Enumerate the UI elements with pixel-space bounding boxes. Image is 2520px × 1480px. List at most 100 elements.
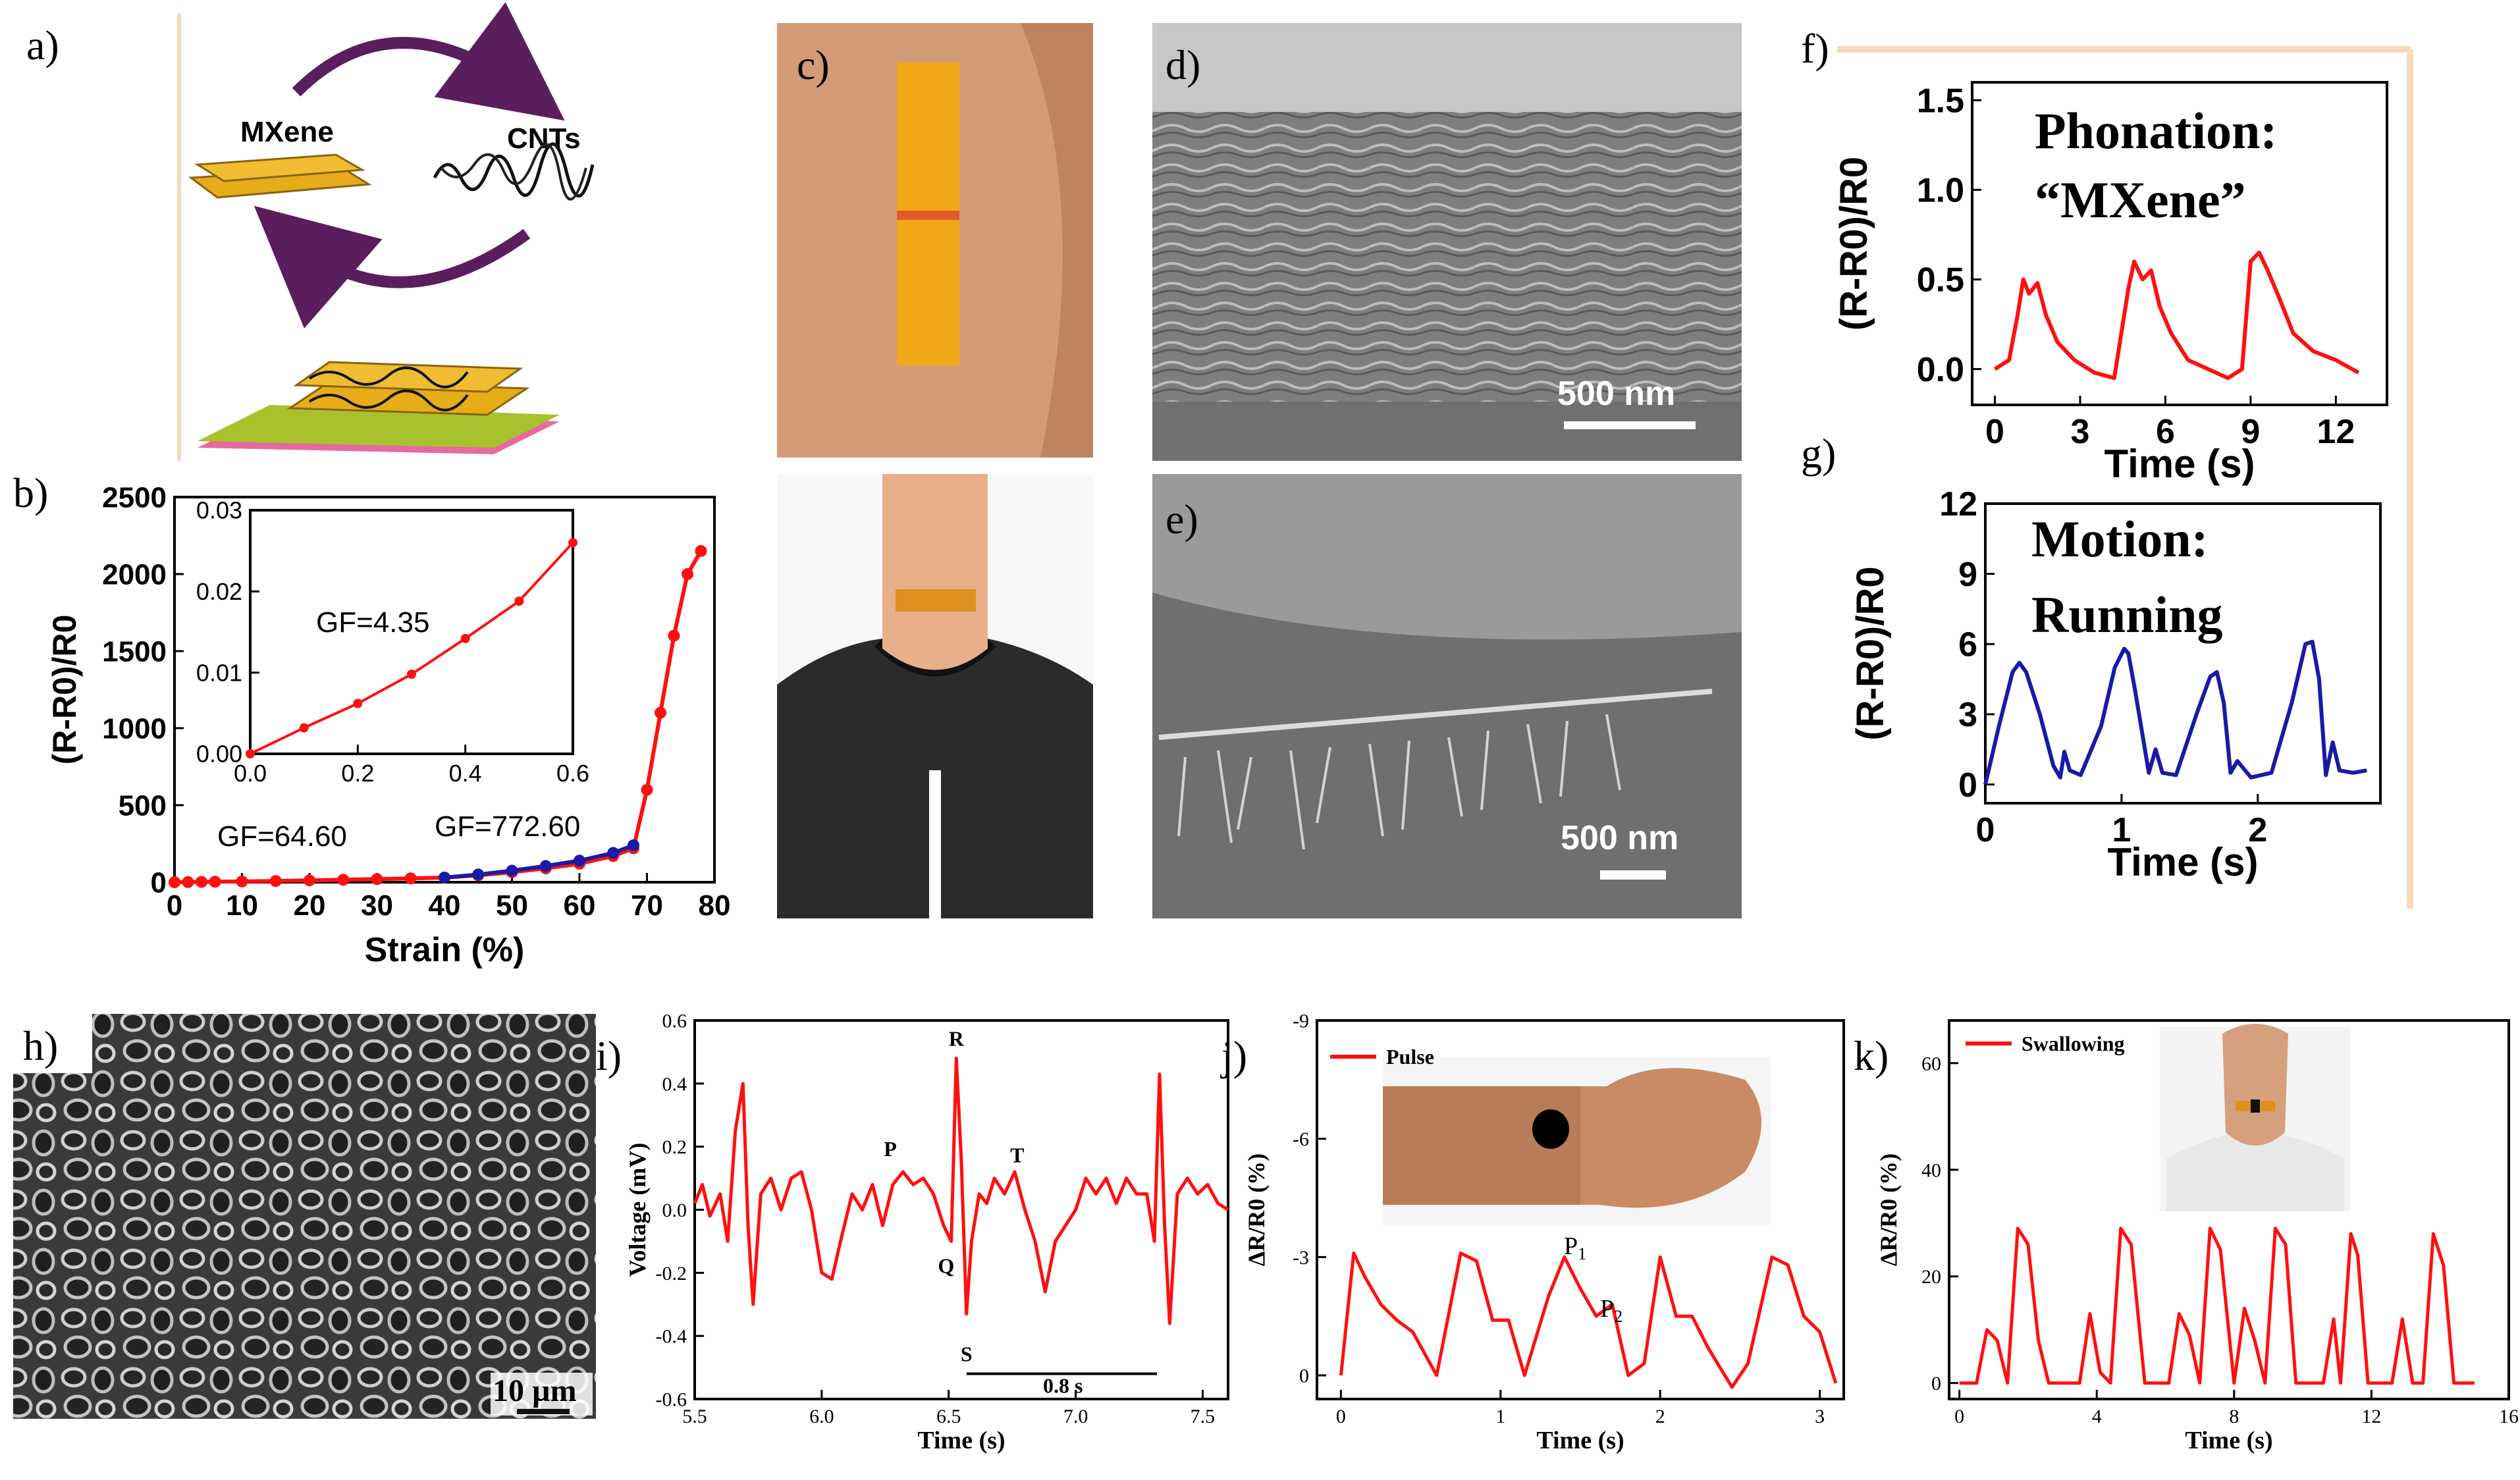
b-ytick-label: 0 (151, 866, 167, 899)
panel-c: c) (777, 23, 1093, 918)
b-xtick-label: 0 (167, 889, 182, 922)
b-xlabel: Strain (%) (365, 931, 525, 969)
i-ylabel: Voltage (mV) (624, 1143, 651, 1277)
panel-b-letter: b) (13, 469, 48, 516)
f-xtick-label: 9 (2241, 413, 2260, 451)
neck (882, 474, 988, 670)
ecg-label-P: P (884, 1137, 897, 1161)
f-series-0-line (1993, 250, 2360, 381)
mxene-flakes-illustration (188, 153, 372, 199)
b_inset-series-0-point (568, 538, 577, 548)
f-ytick-label: 0.0 (1917, 351, 1964, 389)
panel-e: e) 500 nm (1152, 474, 1742, 918)
f-axes-frame (1971, 81, 2388, 406)
g-ytick-label: 6 (1958, 625, 1977, 664)
b_inset-series-0-point (353, 699, 363, 708)
k-xtick-label: 0 (1954, 1406, 1964, 1427)
panel-b: b) 0 10 20 30 40 50 60 70 80 0 500 1000 1500 2000 2500… (13, 469, 730, 969)
peak-label-p2: P2 (1600, 1295, 1622, 1326)
mxene-label: MXene (240, 116, 334, 148)
b-xtick-label: 40 (429, 889, 461, 922)
panel-d-letter: d) (1166, 41, 1200, 88)
b-series-0-point (337, 874, 350, 886)
k-ytick-label: 0 (1931, 1373, 1941, 1394)
g-axes-frame (1984, 502, 2382, 805)
legend-k: Swallowing (1966, 1032, 2124, 1055)
b-series-0-point (209, 876, 221, 888)
scale-label-h: 10 µm (493, 1373, 577, 1408)
rr-interval-label: 0.8 s (1043, 1373, 1083, 1397)
g-xlabel: Time (s) (2108, 840, 2259, 884)
g-ytick-label: 12 (1939, 485, 1977, 523)
b-xtick-label: 60 (564, 889, 596, 922)
wrist-photo (1383, 1057, 1771, 1225)
j-xlabel: Time (s) (1536, 1427, 1624, 1454)
i-xlabel: Time (s) (917, 1427, 1005, 1454)
b_inset-series-0-point (407, 670, 416, 679)
b_inset-ytick-label: 0.02 (196, 578, 242, 605)
b-series-0-point (655, 706, 666, 719)
k-series-0-line (1959, 1227, 2475, 1385)
j-xtick-label: 3 (1815, 1406, 1825, 1427)
i-ytick-label: -0.2 (656, 1263, 687, 1284)
k-ylabel: ΔR/R0 (%) (1875, 1153, 1902, 1267)
b-xtick-label: 50 (496, 889, 528, 922)
gf-low-label: GF=64.60 (217, 820, 347, 853)
scale-label-d: 500 nm (1557, 375, 1675, 413)
panel-h: h) 10 µm (13, 1014, 596, 1419)
g-ytick-label: 0 (1958, 766, 1977, 805)
b-series-0-point (196, 876, 207, 888)
panel-h-letter: h) (23, 1022, 58, 1069)
scale-label-e: 500 nm (1561, 819, 1678, 857)
b-series-1-point (439, 871, 450, 884)
cnts-label: CNTs (507, 122, 581, 155)
panel-j: j) 0 1 2 3 -9 -6 -3 0 Time (s) ΔR/R0 (%) Pulse P1… (1220, 1011, 1845, 1454)
composite-film-illustration (198, 361, 560, 454)
i-ytick-label: 0.6 (662, 1011, 687, 1032)
b_inset-axes-frame (249, 509, 574, 755)
panel-d: d) 500 nm (1152, 23, 1742, 461)
b-ytick-label: 500 (119, 789, 167, 822)
k-ytick-label: 60 (1921, 1053, 1941, 1074)
b-xtick-label: 30 (361, 889, 393, 922)
g-xtick-label: 0 (1976, 811, 1995, 849)
b-ylabel: (R-R0)/R0 (46, 615, 83, 765)
ecg-label-S: S (961, 1342, 973, 1366)
g-ytick-label: 9 (1958, 556, 1977, 594)
i-ytick-label: 0.0 (662, 1200, 687, 1221)
k-ytick-label: 40 (1921, 1159, 1941, 1181)
i-series-0-line (693, 1057, 1229, 1325)
k-xlabel: Time (s) (2185, 1427, 2272, 1454)
j-ytick-label: -6 (1293, 1128, 1309, 1150)
b-series-0-point (682, 568, 693, 580)
b-xtick-label: 80 (699, 889, 731, 922)
b_inset-ytick-label: 0.01 (196, 659, 242, 686)
b-series-0-point (169, 876, 180, 888)
f-xtick-label: 12 (2317, 413, 2355, 451)
panel-c-letter: c) (797, 41, 830, 88)
phonation-word: “MXene” (2035, 171, 2246, 228)
motion-label: Motion: (2031, 510, 2209, 568)
panel-i: i) 5.5 6.0 6.5 7.0 7.5 -0.6 -0.4 -0.2 0.0 0.2 0.4 0… (596, 1011, 1229, 1454)
panel-i-letter: i) (596, 1032, 622, 1079)
b_inset-xtick-label: 0.0 (234, 760, 267, 787)
ecg-label-R: R (949, 1026, 965, 1050)
f-ytick-label: 1.5 (1917, 82, 1964, 120)
b_inset-series-0-point (514, 596, 524, 606)
b_inset-xtick-label: 0.2 (341, 760, 374, 787)
panel-a-letter: a) (26, 22, 59, 68)
b-xtick-label: 70 (631, 889, 663, 922)
j-ylabel: ΔR/R0 (%) (1243, 1153, 1270, 1267)
j-xtick-label: 1 (1495, 1406, 1505, 1427)
b-series-1-point (574, 855, 585, 867)
b-ytick-label: 2000 (102, 558, 167, 591)
g-series-0-line (1983, 639, 2367, 785)
b-series-0-point (236, 875, 248, 887)
i-xtick-label: 7.5 (1191, 1406, 1216, 1427)
b_inset-ytick-label: 0.00 (196, 741, 242, 768)
j-series-0-line (1339, 1251, 1838, 1389)
panel-g-letter: g) (1801, 430, 1836, 477)
b-series-0-point (641, 783, 653, 796)
